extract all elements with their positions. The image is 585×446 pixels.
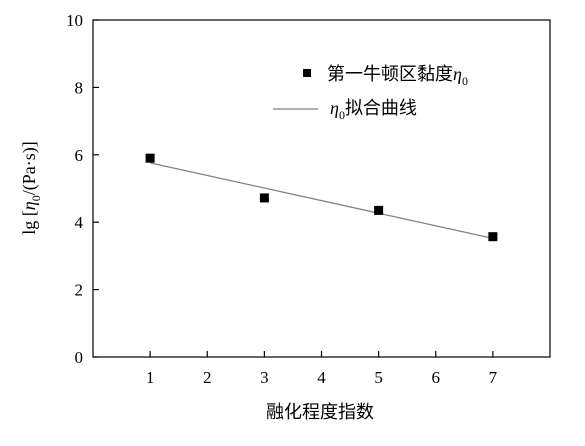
axis-titles: 融化程度指数 lg [η0/(Pa·s)] — [19, 141, 374, 422]
legend-label-points-eta: η — [453, 64, 462, 84]
data-point-x5 — [374, 205, 384, 215]
x-tick-label-1: 1 — [146, 368, 155, 387]
x-tick-label-3: 3 — [260, 368, 269, 387]
x-tick-label-7: 7 — [489, 368, 498, 387]
y-axis-title-eta: η — [19, 201, 39, 210]
plot-frame — [92, 19, 551, 358]
fit-line-segment — [149, 162, 494, 240]
y-tick-label-10: 10 — [66, 11, 83, 30]
x-tick-label-6: 6 — [432, 368, 441, 387]
y-axis-title: lg [η0/(Pa·s)] — [19, 141, 43, 234]
legend-marker-square — [303, 69, 311, 77]
y-tick-label-0: 0 — [75, 348, 84, 367]
x-axis-title: 融化程度指数 — [266, 402, 374, 422]
point-series — [145, 153, 498, 242]
legend: 第一牛顿区黏度η0 η0拟合曲线 — [273, 64, 468, 122]
legend-label-fit-subscript: 0 — [339, 108, 345, 122]
y-tick-label-6: 6 — [75, 146, 84, 165]
x-tick-label-5: 5 — [374, 368, 383, 387]
y-axis-title-suffix: /(Pa·s)] — [19, 141, 40, 195]
legend-label-points-subscript: 0 — [462, 74, 468, 88]
legend-label-points: 第一牛顿区黏度η0 — [327, 64, 468, 88]
ticks: 1 2 3 4 5 6 7 0 2 4 6 8 10 — [66, 11, 498, 387]
y-axis-title-prefix: lg [ — [19, 210, 39, 235]
y-tick-label-4: 4 — [75, 213, 84, 232]
data-point-x7 — [488, 232, 498, 242]
legend-label-fit-text: 拟合曲线 — [345, 98, 417, 118]
fit-series — [149, 162, 494, 240]
y-tick-label-2: 2 — [75, 281, 84, 300]
x-tick-label-4: 4 — [317, 368, 326, 387]
legend-label-fit-eta: η — [330, 98, 339, 118]
data-point-x1 — [145, 153, 155, 163]
x-tick-label-2: 2 — [203, 368, 212, 387]
legend-label-fit: η0拟合曲线 — [330, 98, 417, 122]
data-point-x3 — [259, 193, 269, 203]
legend-label-points-text: 第一牛顿区黏度 — [327, 64, 453, 84]
y-axis-title-subscript: 0 — [29, 195, 43, 201]
y-tick-label-8: 8 — [75, 78, 84, 97]
axes — [92, 19, 551, 358]
